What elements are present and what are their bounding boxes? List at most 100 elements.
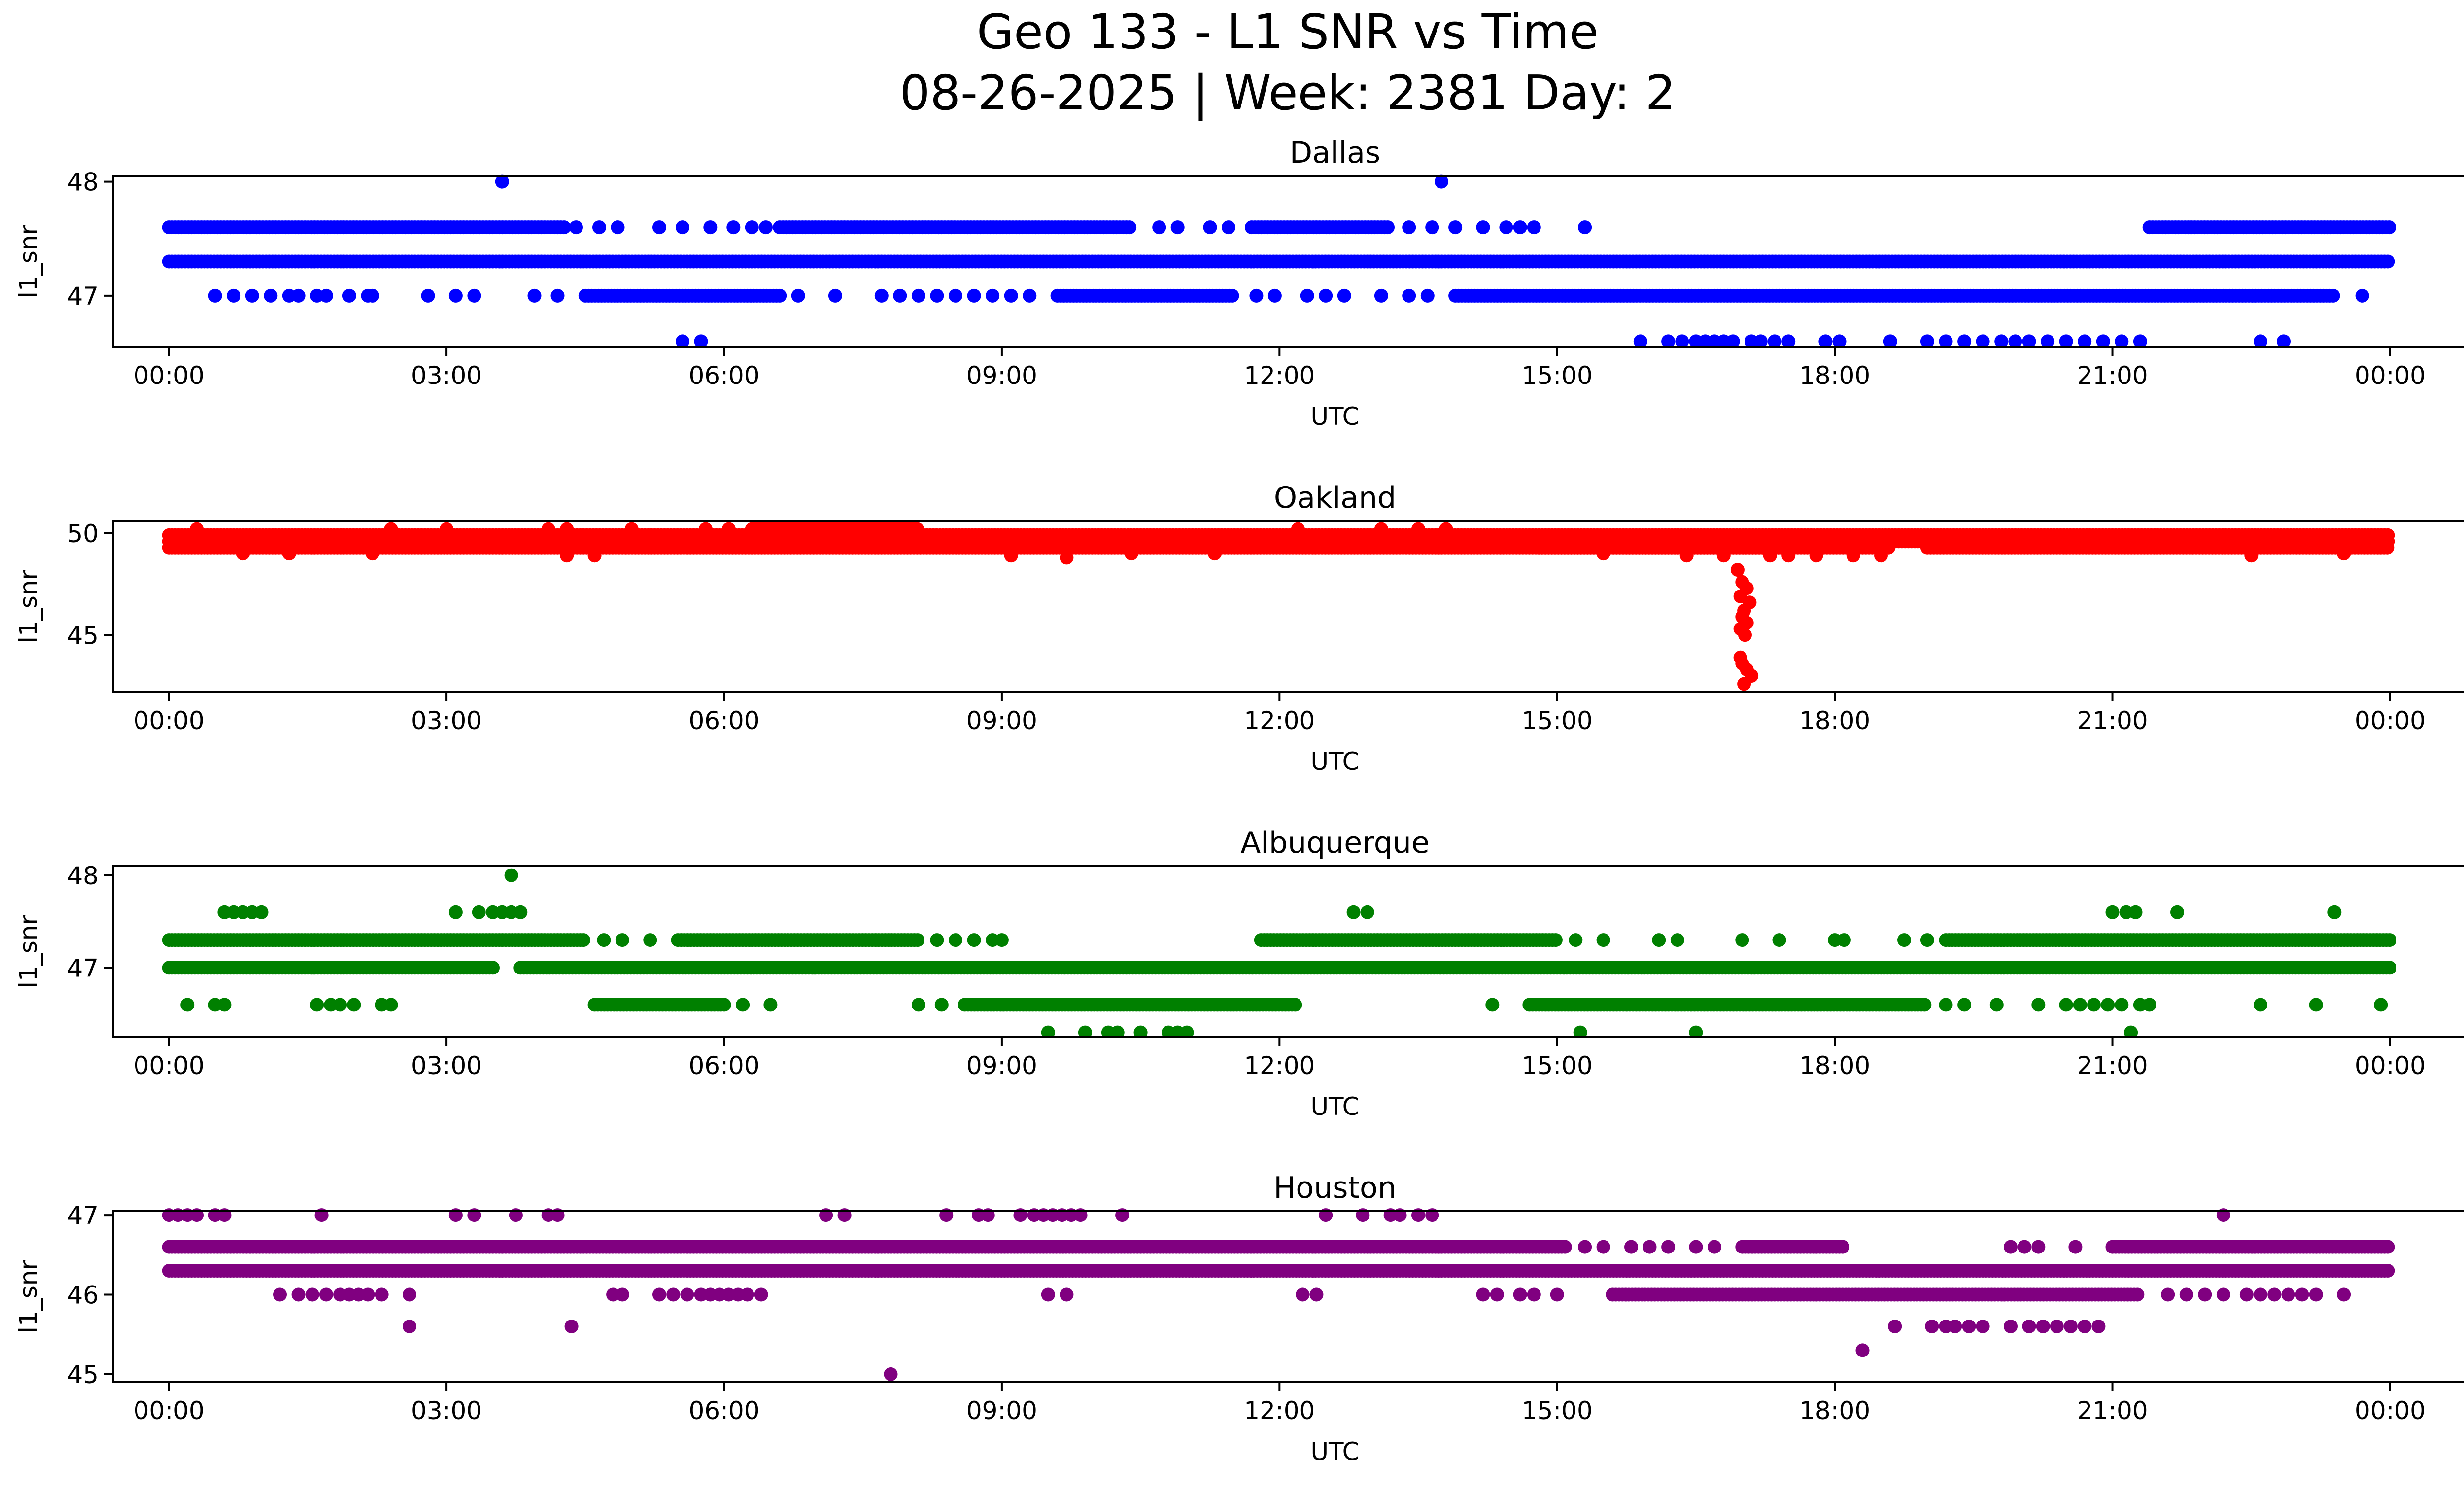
dallas-point <box>949 288 962 303</box>
dallas-point <box>1249 288 1264 303</box>
albuquerque-point <box>486 961 500 975</box>
dallas-point <box>1675 334 1689 347</box>
oakland-point <box>190 522 204 536</box>
oakland-point <box>1738 628 1752 642</box>
dallas-point <box>2381 254 2395 269</box>
dallas-point <box>1781 334 1796 347</box>
oakland-xtick-label: 03:00 <box>411 706 482 735</box>
dallas-point <box>652 220 666 235</box>
oakland-point <box>560 549 574 563</box>
oakland-point <box>560 522 574 536</box>
dallas-point <box>759 220 773 235</box>
oakland-point <box>698 522 713 536</box>
figure-title-line-1: Geo 133 - L1 SNR vs Time <box>977 4 1599 60</box>
dallas-point <box>611 220 625 235</box>
dallas-point <box>703 220 718 235</box>
dallas-point <box>1513 220 1527 235</box>
dallas-point <box>264 288 278 303</box>
dallas-xtick-label: 09:00 <box>966 361 1037 390</box>
dallas-point <box>1152 220 1166 235</box>
dallas-point <box>1578 220 1592 235</box>
dallas-point <box>676 334 689 347</box>
oakland-point <box>721 522 736 536</box>
dallas-point <box>911 288 925 303</box>
dallas-point <box>828 288 842 303</box>
dallas-xtick-label: 03:00 <box>411 361 482 390</box>
dallas-ytick-label: 47 <box>67 282 99 311</box>
dallas-point <box>1222 220 1235 235</box>
albuquerque-series <box>162 868 2396 1037</box>
oakland-point <box>1207 547 1222 561</box>
albuquerque-point <box>717 998 731 1012</box>
oakland-point <box>587 549 602 563</box>
dallas-point <box>550 288 565 303</box>
dallas-point <box>1527 220 1541 235</box>
dallas-point <box>1832 334 1847 347</box>
dallas-point <box>245 288 259 303</box>
dallas-point <box>726 220 741 235</box>
oakland-axes-frame <box>112 520 2464 693</box>
dallas-point <box>2277 334 2291 347</box>
oakland-point <box>1809 549 1823 563</box>
oakland-point <box>1763 549 1777 563</box>
dallas-point <box>1123 220 1137 235</box>
oakland-xtick-label: 00:00 <box>134 706 205 735</box>
dallas-point <box>1818 334 1833 347</box>
dallas-xtick-label: 21:00 <box>2077 361 2148 390</box>
dallas-point <box>1267 288 1282 303</box>
dallas-xtick-label: 18:00 <box>1799 361 1870 390</box>
albuquerque-point <box>2383 933 2396 947</box>
oakland-xtick-label: 09:00 <box>966 706 1037 735</box>
dallas-point <box>365 288 379 303</box>
dallas-point <box>1994 334 2009 347</box>
dallas-point <box>1374 288 1388 303</box>
oakland-point <box>1439 522 1453 536</box>
dallas-point <box>986 288 1000 303</box>
oakland-xtick-label: 21:00 <box>2077 706 2148 735</box>
oakland-point <box>236 547 250 561</box>
dallas-point <box>1726 334 1740 347</box>
dallas-point <box>1920 334 1934 347</box>
dallas-point <box>676 220 689 235</box>
dallas-point <box>1420 288 1435 303</box>
oakland-point <box>1733 650 1747 664</box>
dallas-point <box>1337 288 1351 303</box>
dallas-point <box>1939 334 1953 347</box>
dallas-point <box>319 288 333 303</box>
dallas-xlabel: UTC <box>1310 402 1359 431</box>
oakland-xtick-label: 06:00 <box>688 706 759 735</box>
dallas-point <box>1476 220 1490 235</box>
dallas-point <box>1957 334 1972 347</box>
dallas-point <box>2022 334 2036 347</box>
subplot-albuquerque: 00:00 03:00 06:00 09:00 12:00 15:00 18:00 21:00… <box>14 826 2464 1121</box>
oakland-point <box>1679 549 1694 563</box>
subplot-dallas: 00:00 03:00 06:00 09:00 12:00 15:00 18:00 21:00… <box>14 136 2464 431</box>
oakland-point <box>1737 677 1751 691</box>
oakland-point <box>1716 549 1731 563</box>
oakland-point <box>624 522 639 536</box>
oakland-point <box>1874 549 1888 563</box>
dallas-xtick-label: 12:00 <box>1244 361 1315 390</box>
dallas-point <box>2115 334 2129 347</box>
dallas-point <box>773 288 787 303</box>
oakland-ylabel: l1_snr <box>14 570 43 643</box>
oakland-xlabel: UTC <box>1310 747 1359 776</box>
dallas-point <box>1976 334 1990 347</box>
oakland-point <box>365 547 379 561</box>
dallas-point <box>291 288 306 303</box>
oakland-point <box>440 522 454 536</box>
dallas-point <box>1661 334 1676 347</box>
dallas-point <box>1319 288 1333 303</box>
oakland-point <box>384 522 398 536</box>
dallas-point <box>1448 220 1463 235</box>
oakland-ytick-label: 45 <box>67 621 99 650</box>
dallas-point <box>1203 220 1217 235</box>
dallas-xtick-label: 06:00 <box>688 361 759 390</box>
dallas-point <box>1425 220 1439 235</box>
dallas-point <box>421 288 435 303</box>
dallas-point <box>495 174 509 189</box>
dallas-point <box>1023 288 1037 303</box>
dallas-point <box>208 288 222 303</box>
oakland-point <box>1004 549 1018 563</box>
oakland-point <box>1846 549 1860 563</box>
